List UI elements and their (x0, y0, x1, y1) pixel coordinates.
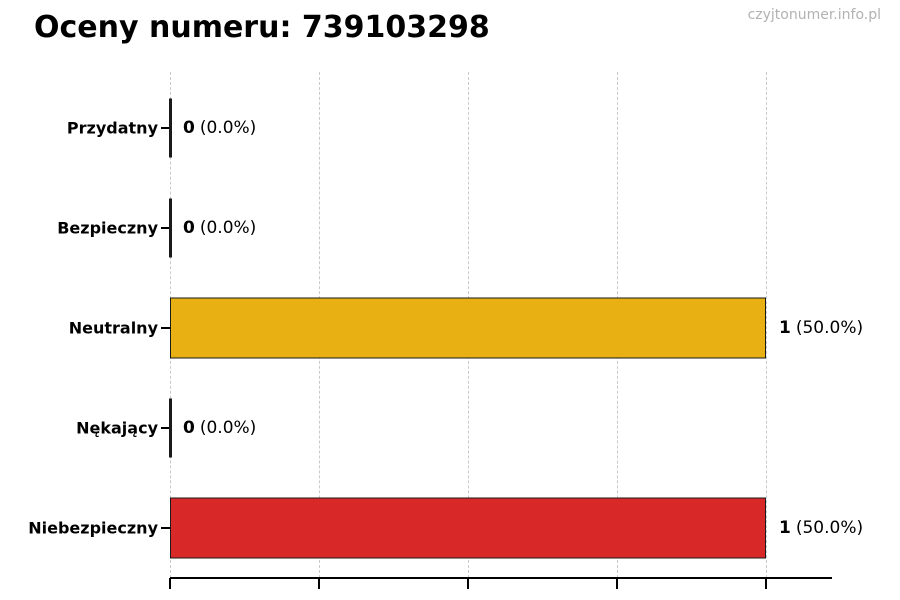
value-percentage: (50.0%) (795, 518, 864, 538)
x-axis-tick (467, 578, 469, 589)
zero-bar-edge (169, 398, 172, 458)
value-label: 1 (50.0%) (779, 518, 863, 538)
value-count: 0 (183, 218, 195, 238)
value-count: 1 (779, 518, 791, 538)
value-count: 0 (183, 418, 195, 438)
category-label: Nękający (76, 418, 158, 438)
x-axis-line (170, 577, 832, 579)
value-label: 1 (50.0%) (779, 318, 863, 338)
category-label: Neutralny (68, 318, 158, 338)
value-percentage: (0.0%) (199, 118, 257, 138)
value-percentage: (0.0%) (199, 418, 257, 438)
x-axis-tick (616, 578, 618, 589)
x-axis-tick (169, 578, 171, 589)
bar (170, 497, 766, 559)
value-percentage: (50.0%) (795, 318, 864, 338)
category-label: Przydatny (66, 118, 158, 138)
zero-bar-edge (169, 98, 172, 158)
value-label: 0 (0.0%) (183, 118, 256, 138)
y-axis-tick (161, 327, 170, 329)
value-count: 1 (779, 318, 791, 338)
y-axis-tick (161, 427, 170, 429)
y-axis-tick (161, 527, 170, 529)
category-label: Niebezpieczny (28, 518, 158, 538)
watermark-url: czyjtonumer.info.pl (747, 7, 881, 23)
y-axis-tick (161, 127, 170, 129)
category-label: Bezpieczny (57, 218, 158, 238)
x-axis-tick (765, 578, 767, 589)
bar (170, 297, 766, 359)
gridline (766, 72, 767, 578)
value-percentage: (0.0%) (199, 218, 257, 238)
zero-bar-edge (169, 198, 172, 258)
value-label: 0 (0.0%) (183, 218, 256, 238)
value-count: 0 (183, 118, 195, 138)
y-axis-tick (161, 227, 170, 229)
x-axis-tick (318, 578, 320, 589)
value-label: 0 (0.0%) (183, 418, 256, 438)
chart-title: Oceny numeru: 739103298 (34, 10, 490, 45)
